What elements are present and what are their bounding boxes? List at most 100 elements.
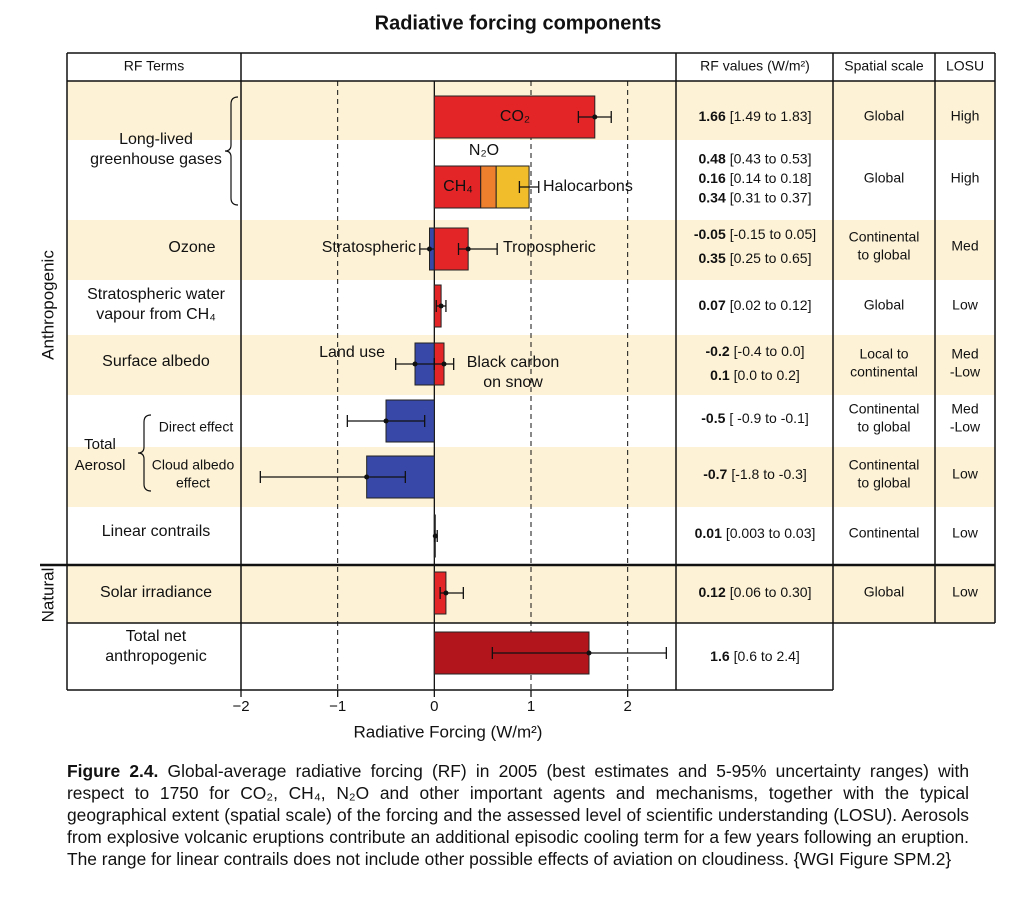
rf-value: -0.2 [-0.4 to 0.0] [706, 343, 805, 359]
group-label: Aerosol [75, 457, 126, 474]
brace [137, 414, 152, 492]
row-label: Surface albedo [102, 353, 210, 370]
error-bar [432, 530, 438, 542]
error-bar [518, 181, 540, 193]
error-dot [592, 114, 598, 120]
error-dot [465, 246, 471, 252]
rf-value-range: [0.02 to 0.12] [730, 297, 812, 313]
rf-value-range: [0.6 to 2.4] [734, 648, 800, 664]
row-label: Stratospheric water [87, 286, 226, 303]
chart-title: Radiative forcing components [375, 12, 662, 34]
section-label: Natural [38, 568, 57, 623]
row-label: Cloud albedo [152, 457, 235, 473]
error-dot [412, 361, 418, 367]
row-label: Linear contrails [102, 523, 211, 540]
spatial-text: continental [850, 364, 918, 380]
error-dot [586, 650, 592, 656]
rf-value-number: -0.2 [706, 343, 730, 359]
spatial-text: Continental [849, 229, 920, 245]
x-tick-label: 0 [430, 698, 438, 715]
rf-value: 0.35 [0.25 to 0.65] [699, 250, 812, 266]
error-dot [443, 590, 449, 596]
rf-value-range: [0.06 to 0.30] [730, 584, 812, 600]
losu-text: Med [951, 346, 978, 362]
rf-value-range: [0.31 to 0.37] [730, 189, 812, 205]
rf-value-number: 0.07 [699, 297, 726, 313]
row-label: Ozone [168, 239, 215, 256]
x-tick-label: 2 [623, 698, 631, 715]
spatial-text: Global [864, 584, 904, 600]
spatial-text: to global [858, 475, 911, 491]
rf-value-range: [0.0 to 0.2] [734, 367, 800, 383]
rf-value: 0.07 [0.02 to 0.12] [699, 297, 812, 313]
component-label: CO₂ [500, 108, 530, 125]
x-tick-label: −1 [329, 698, 346, 715]
spatial-text: to global [858, 419, 911, 435]
losu-text: Low [952, 584, 979, 600]
rf-value: -0.5[ -0.9 to -0.1] [701, 410, 809, 426]
x-axis-label: Radiative Forcing (W/m²) [354, 722, 543, 741]
row-label: Solar irradiance [100, 584, 212, 601]
bar [480, 165, 497, 209]
rf-value: 0.1 [0.0 to 0.2] [710, 367, 800, 383]
error-dot [441, 361, 447, 367]
losu-text: Low [952, 297, 979, 313]
error-dot [427, 246, 432, 252]
rf-value-range: [0.25 to 0.65] [730, 250, 812, 266]
spatial-text: Local to [859, 346, 908, 362]
error-bar [433, 358, 455, 370]
component-label: N₂O [469, 142, 499, 159]
row-label: vapour from CH₄ [96, 306, 215, 323]
rf-value-range: [1.49 to 1.83] [730, 108, 812, 124]
rf-value: -0.05 [-0.15 to 0.05] [694, 226, 816, 242]
error-dot [438, 303, 444, 309]
spatial-text: to global [858, 247, 911, 263]
rf-value-range: [-0.15 to 0.05] [730, 226, 816, 242]
losu-text: Med [951, 401, 978, 417]
losu-text: Low [952, 466, 979, 482]
rf-value-number: 0.12 [699, 584, 726, 600]
rf-value-number: 0.34 [699, 189, 726, 205]
rf-value-number: 0.16 [699, 170, 726, 186]
rf-value-number: 1.66 [699, 108, 726, 124]
rf-value: 1.6 [0.6 to 2.4] [710, 648, 800, 664]
component-label: Land use [319, 344, 385, 361]
error-bar [435, 300, 447, 312]
rf-value: -0.7 [-1.8 to -0.3] [703, 466, 807, 482]
rf-value-number: -0.7 [703, 466, 727, 482]
rf-value-range: [0.14 to 0.18] [730, 170, 812, 186]
component-label: CH₄ [443, 178, 473, 195]
caption-label: Figure 2.4. [67, 761, 159, 781]
caption-text: Global-average radiative forcing (RF) in… [67, 761, 969, 869]
error-dot [383, 418, 389, 424]
losu-text: High [951, 170, 980, 186]
losu-text: Low [952, 525, 979, 541]
losu-text: -Low [950, 364, 981, 380]
rf-value: 0.16 [0.14 to 0.18] [699, 170, 812, 186]
section-label: Anthropogenic [38, 250, 57, 360]
rf-value-number: -0.05 [694, 226, 726, 242]
rf-value-number: 0.48 [699, 150, 726, 166]
spatial-text: Global [864, 108, 904, 124]
rf-value-number: -0.5 [701, 410, 725, 426]
rf-value-range: [-0.4 to 0.0] [734, 343, 805, 359]
x-tick-label: −2 [232, 698, 249, 715]
caption: Figure 2.4. Global-average radiative for… [67, 760, 969, 870]
row-label: Long-lived [119, 131, 193, 148]
spatial-text: Global [864, 170, 904, 186]
column-header: RF values (W/m²) [700, 58, 810, 74]
chart: Radiative forcing components RF Terms RF… [38, 12, 996, 741]
row-label: anthropogenic [105, 648, 206, 665]
rf-value-number: 1.6 [710, 648, 730, 664]
row-label: greenhouse gases [90, 151, 222, 168]
component-label: on snow [483, 374, 543, 391]
rf-value: 0.12 [0.06 to 0.30] [699, 584, 812, 600]
error-dot [432, 533, 438, 539]
row-label: Direct effect [159, 419, 234, 435]
row-label: Total net [126, 628, 187, 645]
column-header: RF Terms [124, 58, 184, 74]
bar [433, 95, 596, 139]
rf-value-number: 0.1 [710, 367, 730, 383]
component-label: Stratospheric [322, 239, 416, 256]
